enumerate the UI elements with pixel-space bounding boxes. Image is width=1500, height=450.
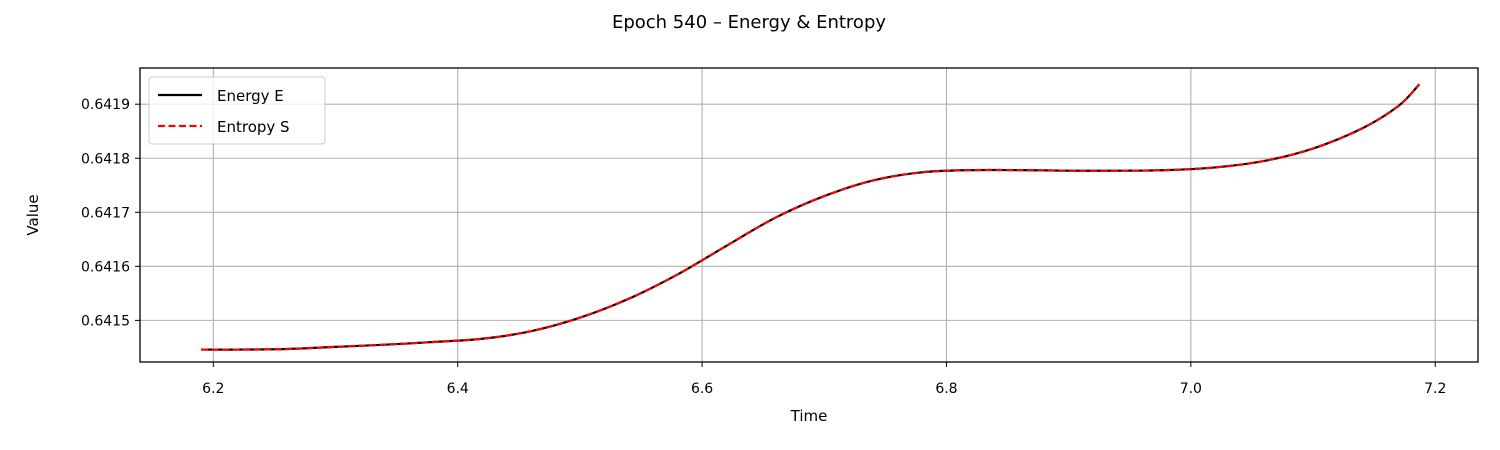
grid (140, 68, 1478, 362)
legend-label-entropy: Entropy S (217, 118, 290, 136)
y-ticks: 0.6415 0.6416 0.6417 0.6418 0.6419 (81, 97, 140, 329)
y-tick-label: 0.6415 (81, 313, 130, 329)
x-tick-label: 6.8 (935, 381, 957, 397)
series-line-entropy-s (201, 83, 1421, 351)
x-ticks: 6.2 6.4 6.6 6.8 7.0 7.2 (202, 362, 1446, 397)
x-tick-label: 6.4 (447, 381, 469, 397)
legend-label-energy: Energy E (217, 87, 284, 105)
series-layer (201, 83, 1421, 351)
series-line-energy-e (201, 83, 1421, 351)
x-tick-label: 6.6 (691, 381, 713, 397)
y-tick-label: 0.6417 (81, 205, 130, 221)
x-tick-label: 6.2 (202, 381, 224, 397)
y-axis-title: Value (24, 194, 42, 235)
x-axis-title: Time (790, 407, 828, 425)
x-tick-label: 7.0 (1180, 381, 1202, 397)
x-tick-label: 7.2 (1424, 381, 1446, 397)
y-tick-label: 0.6419 (81, 97, 130, 113)
y-tick-label: 0.6418 (81, 151, 130, 167)
plot-frame (139, 67, 1479, 363)
legend-box (148, 76, 326, 145)
legend: Energy E Entropy S (148, 76, 326, 145)
y-tick-label: 0.6416 (81, 259, 130, 275)
chart-title: Epoch 540 – Energy & Entropy (612, 12, 886, 33)
